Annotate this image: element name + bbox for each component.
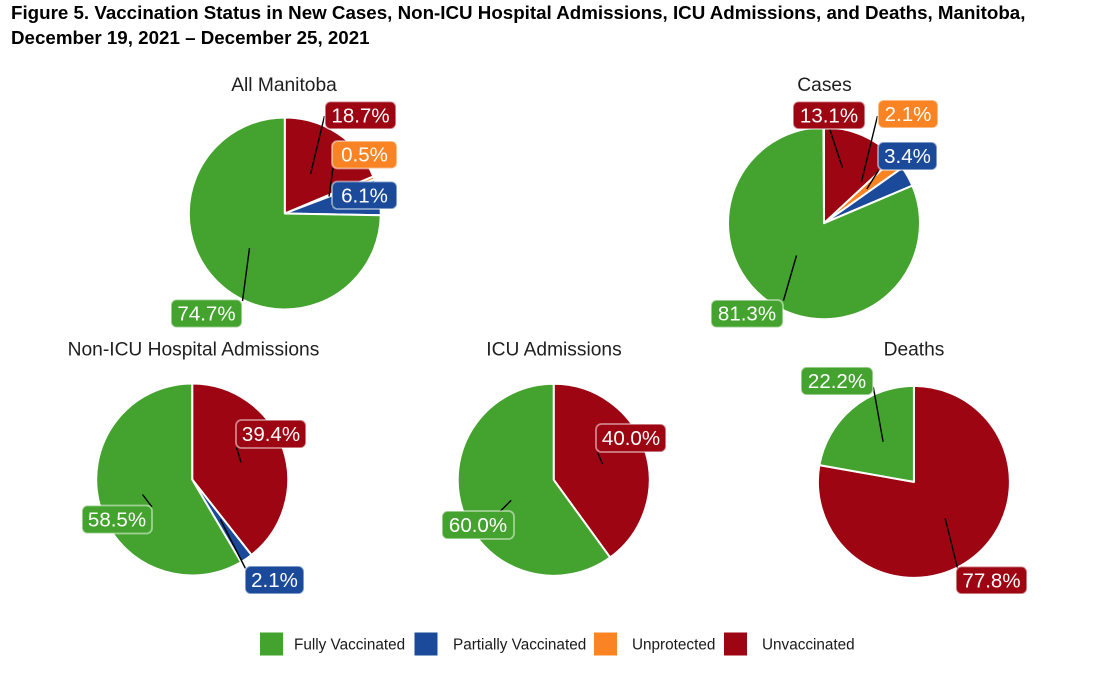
svg-text:Non-ICU Hospital Admissions: Non-ICU Hospital Admissions xyxy=(68,340,320,361)
svg-text:Figure 5. Vaccination Status i: Figure 5. Vaccination Status in New Case… xyxy=(11,2,1025,23)
svg-text:Cases: Cases xyxy=(797,75,851,96)
svg-text:0.5%: 0.5% xyxy=(341,144,388,167)
svg-text:77.8%: 77.8% xyxy=(962,569,1020,592)
svg-text:Unvaccinated: Unvaccinated xyxy=(762,637,855,654)
svg-text:39.4%: 39.4% xyxy=(242,423,300,446)
svg-text:Fully Vaccinated: Fully Vaccinated xyxy=(294,637,405,654)
svg-text:40.0%: 40.0% xyxy=(602,427,660,450)
svg-text:Unprotected: Unprotected xyxy=(632,637,715,654)
svg-text:Deaths: Deaths xyxy=(884,340,945,361)
svg-text:December 19, 2021 – December 2: December 19, 2021 – December 25, 2021 xyxy=(11,27,370,48)
svg-text:6.1%: 6.1% xyxy=(341,184,388,207)
svg-text:81.3%: 81.3% xyxy=(718,303,776,326)
svg-text:2.1%: 2.1% xyxy=(251,569,298,592)
svg-text:13.1%: 13.1% xyxy=(800,104,858,127)
svg-text:2.1%: 2.1% xyxy=(885,103,932,126)
svg-text:ICU Admissions: ICU Admissions xyxy=(486,340,621,361)
svg-text:22.2%: 22.2% xyxy=(808,370,866,393)
svg-text:3.4%: 3.4% xyxy=(884,145,931,168)
svg-text:18.7%: 18.7% xyxy=(331,104,389,127)
svg-text:All Manitoba: All Manitoba xyxy=(231,75,337,96)
svg-text:Partially Vaccinated: Partially Vaccinated xyxy=(453,637,586,654)
svg-text:60.0%: 60.0% xyxy=(449,514,507,537)
svg-text:58.5%: 58.5% xyxy=(88,509,146,532)
svg-text:74.7%: 74.7% xyxy=(177,303,235,326)
